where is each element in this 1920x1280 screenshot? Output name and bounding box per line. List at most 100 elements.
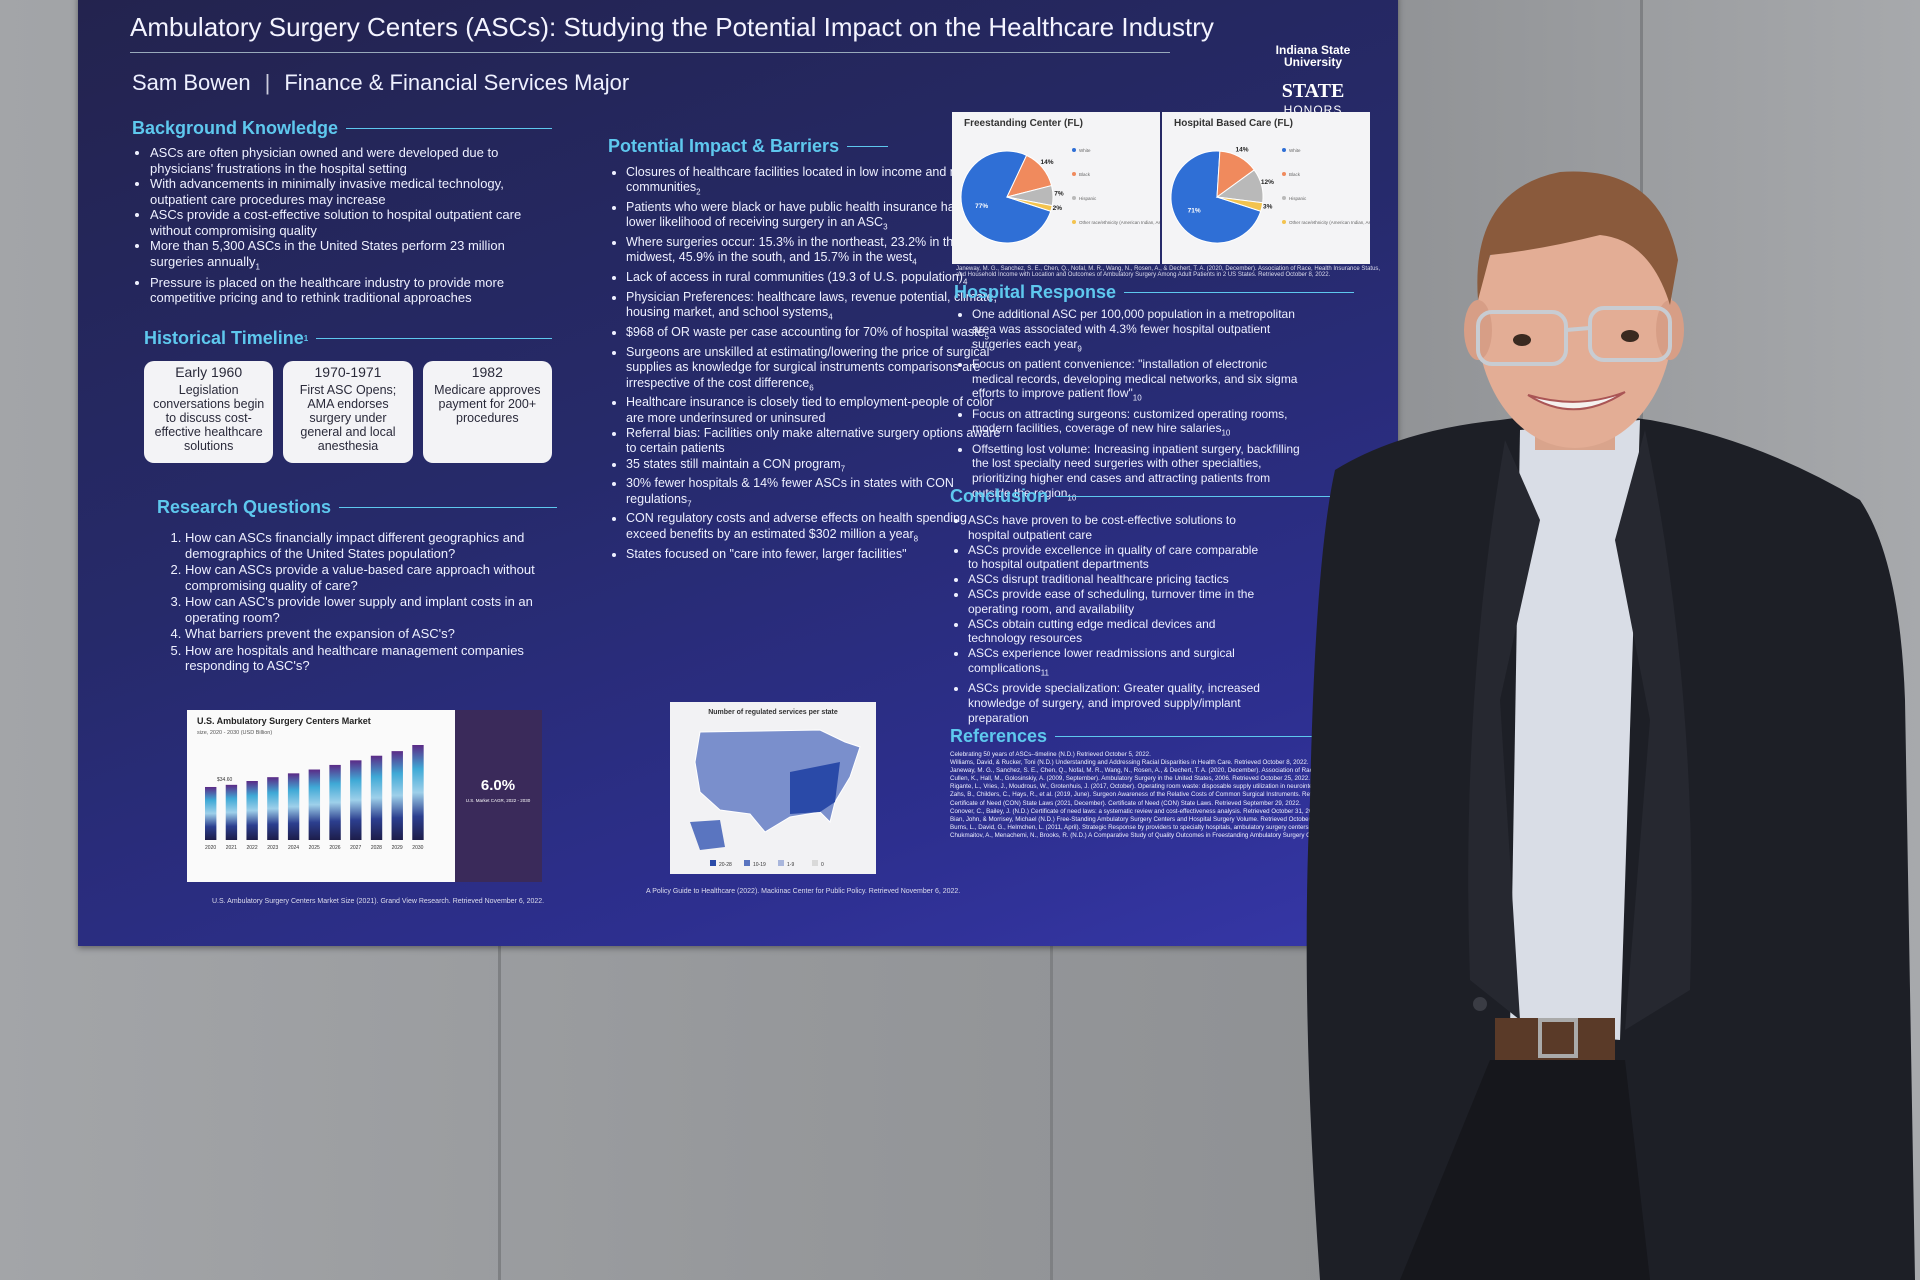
pie-figure: Hospital Based Care (FL) 71% 14% 12% 3% White… — [1162, 112, 1370, 264]
pie-label: 3% — [1263, 203, 1273, 210]
timeline: Early 1960 Legislation conversations begi… — [144, 361, 552, 463]
bullet-text: ASCs have proven to be cost-effective so… — [968, 513, 1236, 542]
legend-label: 1-9 — [787, 862, 794, 868]
question-list: How can ASCs financially impact differen… — [157, 530, 557, 674]
bullet: ASCs provide ease of scheduling, turnove… — [968, 587, 1260, 617]
section-heading: Background Knowledge — [132, 118, 552, 139]
bullet-text: ASCs provide a cost-effective solution t… — [150, 207, 522, 238]
pie-figures: Freestanding Center (FL) 77% 14% 7% 2% White B… — [952, 112, 1372, 264]
bullet-list: One additional ASC per 100,000 populatio… — [954, 307, 1354, 506]
legend-swatch — [710, 860, 716, 866]
bullet-text: ASCs disrupt traditional healthcare pric… — [968, 572, 1229, 587]
bullet-text: With advancements in minimally invasive … — [150, 176, 504, 207]
bullet-text: 30% fewer hospitals & 14% fewer ASCs in … — [626, 476, 954, 506]
pie-title: Hospital Based Care (FL) — [1174, 118, 1293, 129]
pie-label: 14% — [1041, 159, 1054, 166]
bullet: 30% fewer hospitals & 14% fewer ASCs in … — [626, 476, 1004, 511]
bullet: Referral bias: Facilities only make alte… — [626, 426, 1004, 457]
ref: 4 — [828, 312, 833, 322]
timeline-card: 1982 Medicare approves payment for 200+ p… — [422, 361, 552, 463]
legend-swatch — [744, 860, 750, 866]
author: Sam Bowen — [132, 70, 251, 95]
glasses-bridge — [1565, 326, 1591, 332]
timeline-text: Legislation conversations begin to discu… — [153, 383, 265, 453]
face — [1477, 192, 1673, 448]
bullet-text: Lack of access in rural communities (19.… — [626, 270, 963, 285]
author-line: Sam Bowen | Finance & Financial Services M… — [132, 70, 630, 95]
button — [1473, 997, 1487, 1011]
x-tick-label: 2020 — [205, 845, 216, 851]
bullet: Healthcare insurance is closely tied to … — [626, 395, 1004, 426]
bullet: ASCs have proven to be cost-effective so… — [968, 513, 1260, 543]
shirt — [1510, 420, 1640, 1040]
ref: 11 — [1040, 668, 1050, 678]
timeline-date: 1970-1971 — [314, 364, 382, 380]
ref: 8 — [913, 534, 919, 544]
cagr-label: U.S. Market CAGR, 2022 - 2030 — [466, 798, 531, 803]
bullet: Patients who were black or have public h… — [626, 200, 1004, 235]
bullet-text: More than 5,300 ASCs in the United State… — [150, 238, 505, 269]
x-tick-label: 2023 — [267, 845, 278, 851]
bullet-text: ASCs provide specialization: Greater qua… — [968, 681, 1260, 725]
bullet: ASCs disrupt traditional healthcare pric… — [968, 572, 1260, 587]
ref: 2 — [696, 187, 701, 197]
timeline-date: 1982 — [471, 364, 503, 380]
bullet: ASCs provide excellence in quality of ca… — [968, 543, 1260, 573]
reference: Celebrating 50 years of ASCs--timeline (… — [950, 751, 1151, 758]
pie-label: 7% — [1054, 190, 1064, 197]
question: How can ASCs provide a value-based care … — [185, 562, 557, 593]
reference: Williams, David, & Rucker, Toni (N.D.) U… — [950, 759, 1309, 767]
bar — [391, 751, 403, 840]
bullet: CON regulatory costs and adverse effects… — [626, 511, 1004, 546]
eye — [1513, 334, 1531, 346]
question: What barriers prevent the expansion of A… — [185, 626, 557, 642]
ref: 9 — [1077, 343, 1082, 353]
legend-label: Black — [1289, 172, 1301, 177]
alaska — [690, 820, 725, 850]
ref: 5 — [984, 332, 989, 342]
map-title: Number of regulated services per state — [708, 709, 838, 716]
section-heading: References — [950, 726, 1398, 747]
bullet-text: ASCs provide excellence in quality of ca… — [968, 542, 1259, 572]
section-heading: Conclusion — [950, 486, 1350, 507]
legend-swatch — [1072, 196, 1076, 200]
section-heading: Research Questions — [157, 497, 557, 518]
poster: Ambulatory Surgery Centers (ASCs): Study… — [78, 0, 1398, 946]
legend-label: Other race/ethnicity (American Indian, A… — [1289, 220, 1370, 225]
bullet-text: Where surgeries occur: 15.3% in the nort… — [626, 235, 961, 265]
lapel — [1468, 440, 1540, 1020]
timeline-text: Medicare approves payment for 200+ proce… — [434, 383, 541, 425]
title-rule — [130, 52, 1170, 53]
bullet: With advancements in minimally invasive … — [150, 176, 552, 207]
pie-label: 77% — [975, 203, 988, 210]
bullet: ASCs experience lower readmissions and s… — [968, 646, 1260, 681]
reference: Chukmaitov, A., Menachemi, N., Brooks, R… — [950, 831, 1398, 839]
timeline-section: Historical Timeline 1 Early 1960 Legislati… — [144, 328, 552, 463]
legend-label: 0 — [821, 862, 824, 868]
legend-swatch — [1072, 172, 1076, 176]
cagr: 6.0% — [481, 777, 515, 794]
bar — [225, 784, 238, 840]
bar — [205, 786, 217, 840]
legend-label: Black — [1079, 172, 1091, 177]
hair — [1477, 171, 1678, 305]
legend-swatch — [1282, 220, 1286, 224]
timeline-card: Early 1960 Legislation conversations begi… — [144, 361, 274, 463]
bullet: More than 5,300 ASCs in the United State… — [150, 238, 552, 275]
ref: 1 — [255, 262, 260, 272]
buckle — [1538, 1018, 1578, 1058]
bullet-text: States focused on "care into fewer, larg… — [626, 546, 907, 561]
bar — [370, 755, 383, 840]
bullet: ASCs provide a cost-effective solution t… — [150, 207, 552, 238]
x-tick-label: 2026 — [329, 845, 340, 851]
bullet-list: ASCs are often physician owned and were … — [132, 145, 552, 306]
section-heading: Hospital Response — [954, 282, 1354, 303]
belt — [1495, 1018, 1615, 1060]
bullet: $968 of OR waste per case accounting for… — [626, 325, 1004, 345]
reference: Certificate of Need (CON) State Laws (20… — [950, 799, 1301, 807]
pie-label: 12% — [1261, 179, 1274, 186]
ref: 3 — [883, 222, 888, 232]
map-figure: Number of regulated services per state 20… — [670, 702, 876, 874]
legend-label: 20-28 — [719, 862, 732, 868]
